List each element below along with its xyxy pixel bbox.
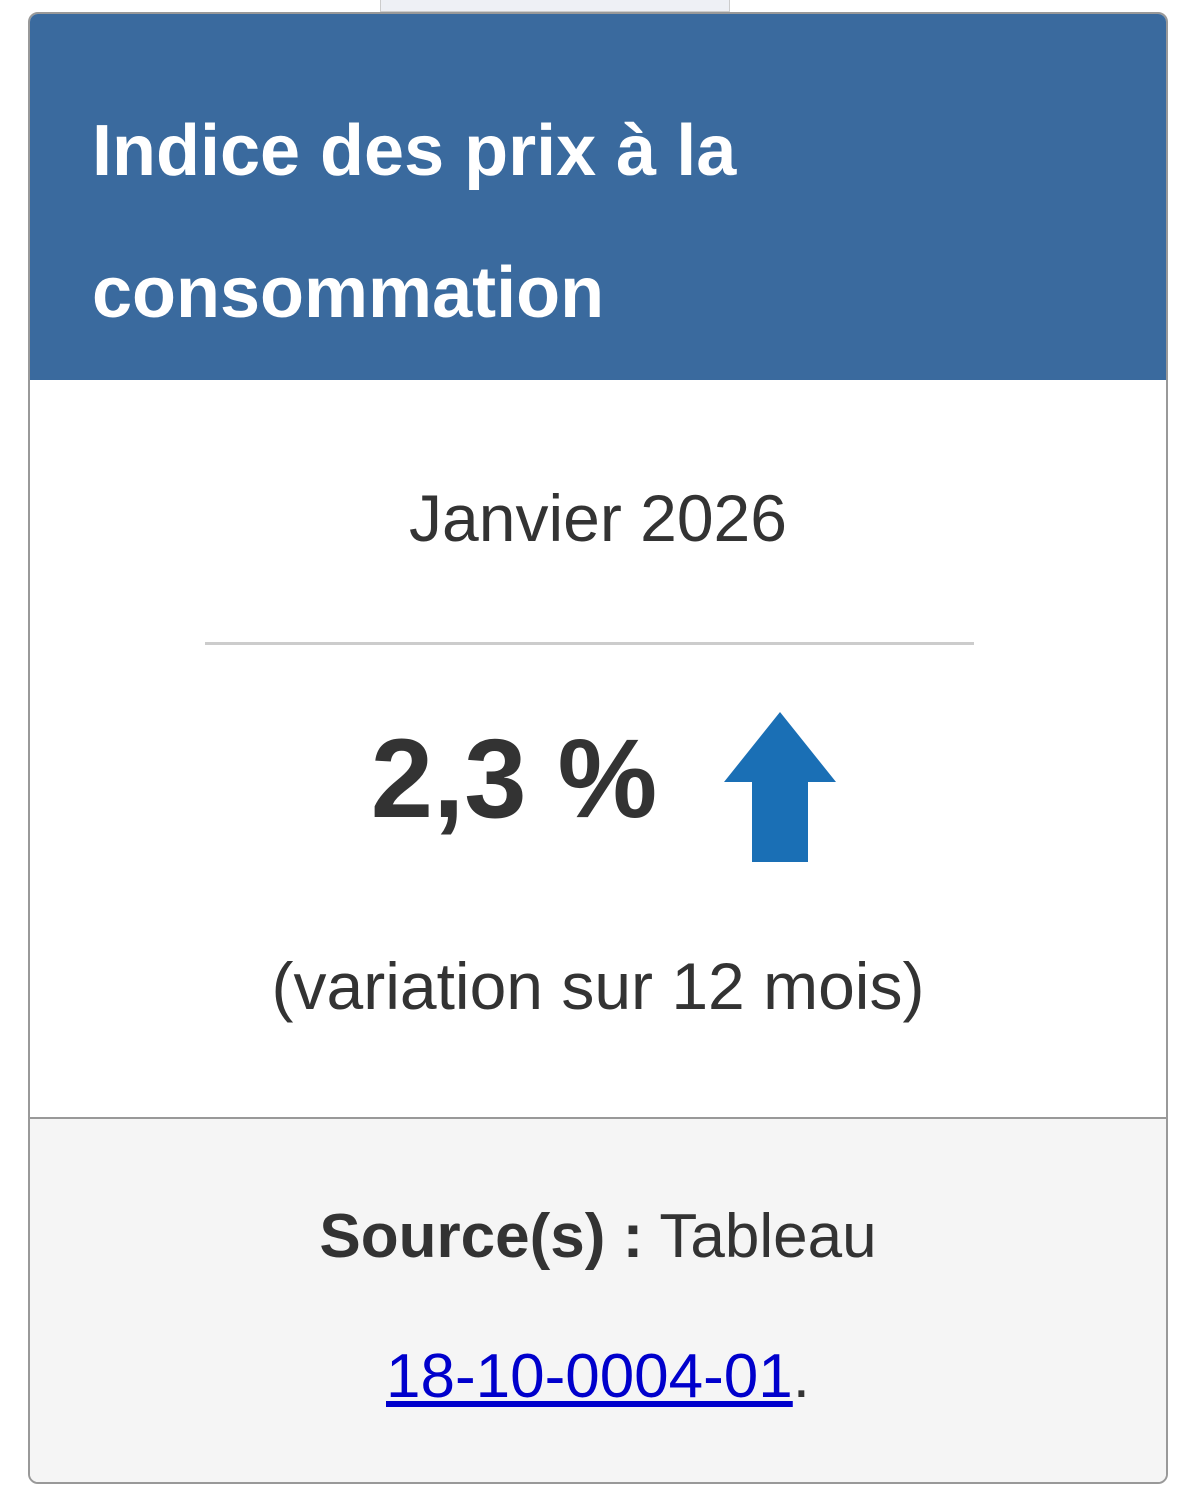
- period-mark: .: [792, 1342, 810, 1411]
- card: Indice des prix à la consommation Janvie…: [28, 12, 1168, 1484]
- note: (variation sur 12 mois): [271, 949, 925, 1023]
- title: Indice des prix à la consommation: [92, 111, 737, 333]
- card-footer: Source(s) : Tableau 18-10-0004-01.: [30, 1117, 1166, 1482]
- source-label: Source(s) :: [319, 1202, 644, 1271]
- card-header: Indice des prix à la consommation: [30, 14, 1166, 380]
- source-text: Tableau: [659, 1202, 877, 1271]
- source-line: Source(s) : Tableau: [30, 1201, 1166, 1272]
- divider: [205, 642, 974, 645]
- up-arrow: [724, 712, 836, 862]
- tab: [380, 0, 730, 12]
- value: 2,3 %: [370, 716, 658, 841]
- source-link[interactable]: 18-10-0004-01: [386, 1342, 793, 1411]
- period: Janvier 2026: [409, 481, 787, 555]
- link-line: 18-10-0004-01.: [30, 1341, 1166, 1412]
